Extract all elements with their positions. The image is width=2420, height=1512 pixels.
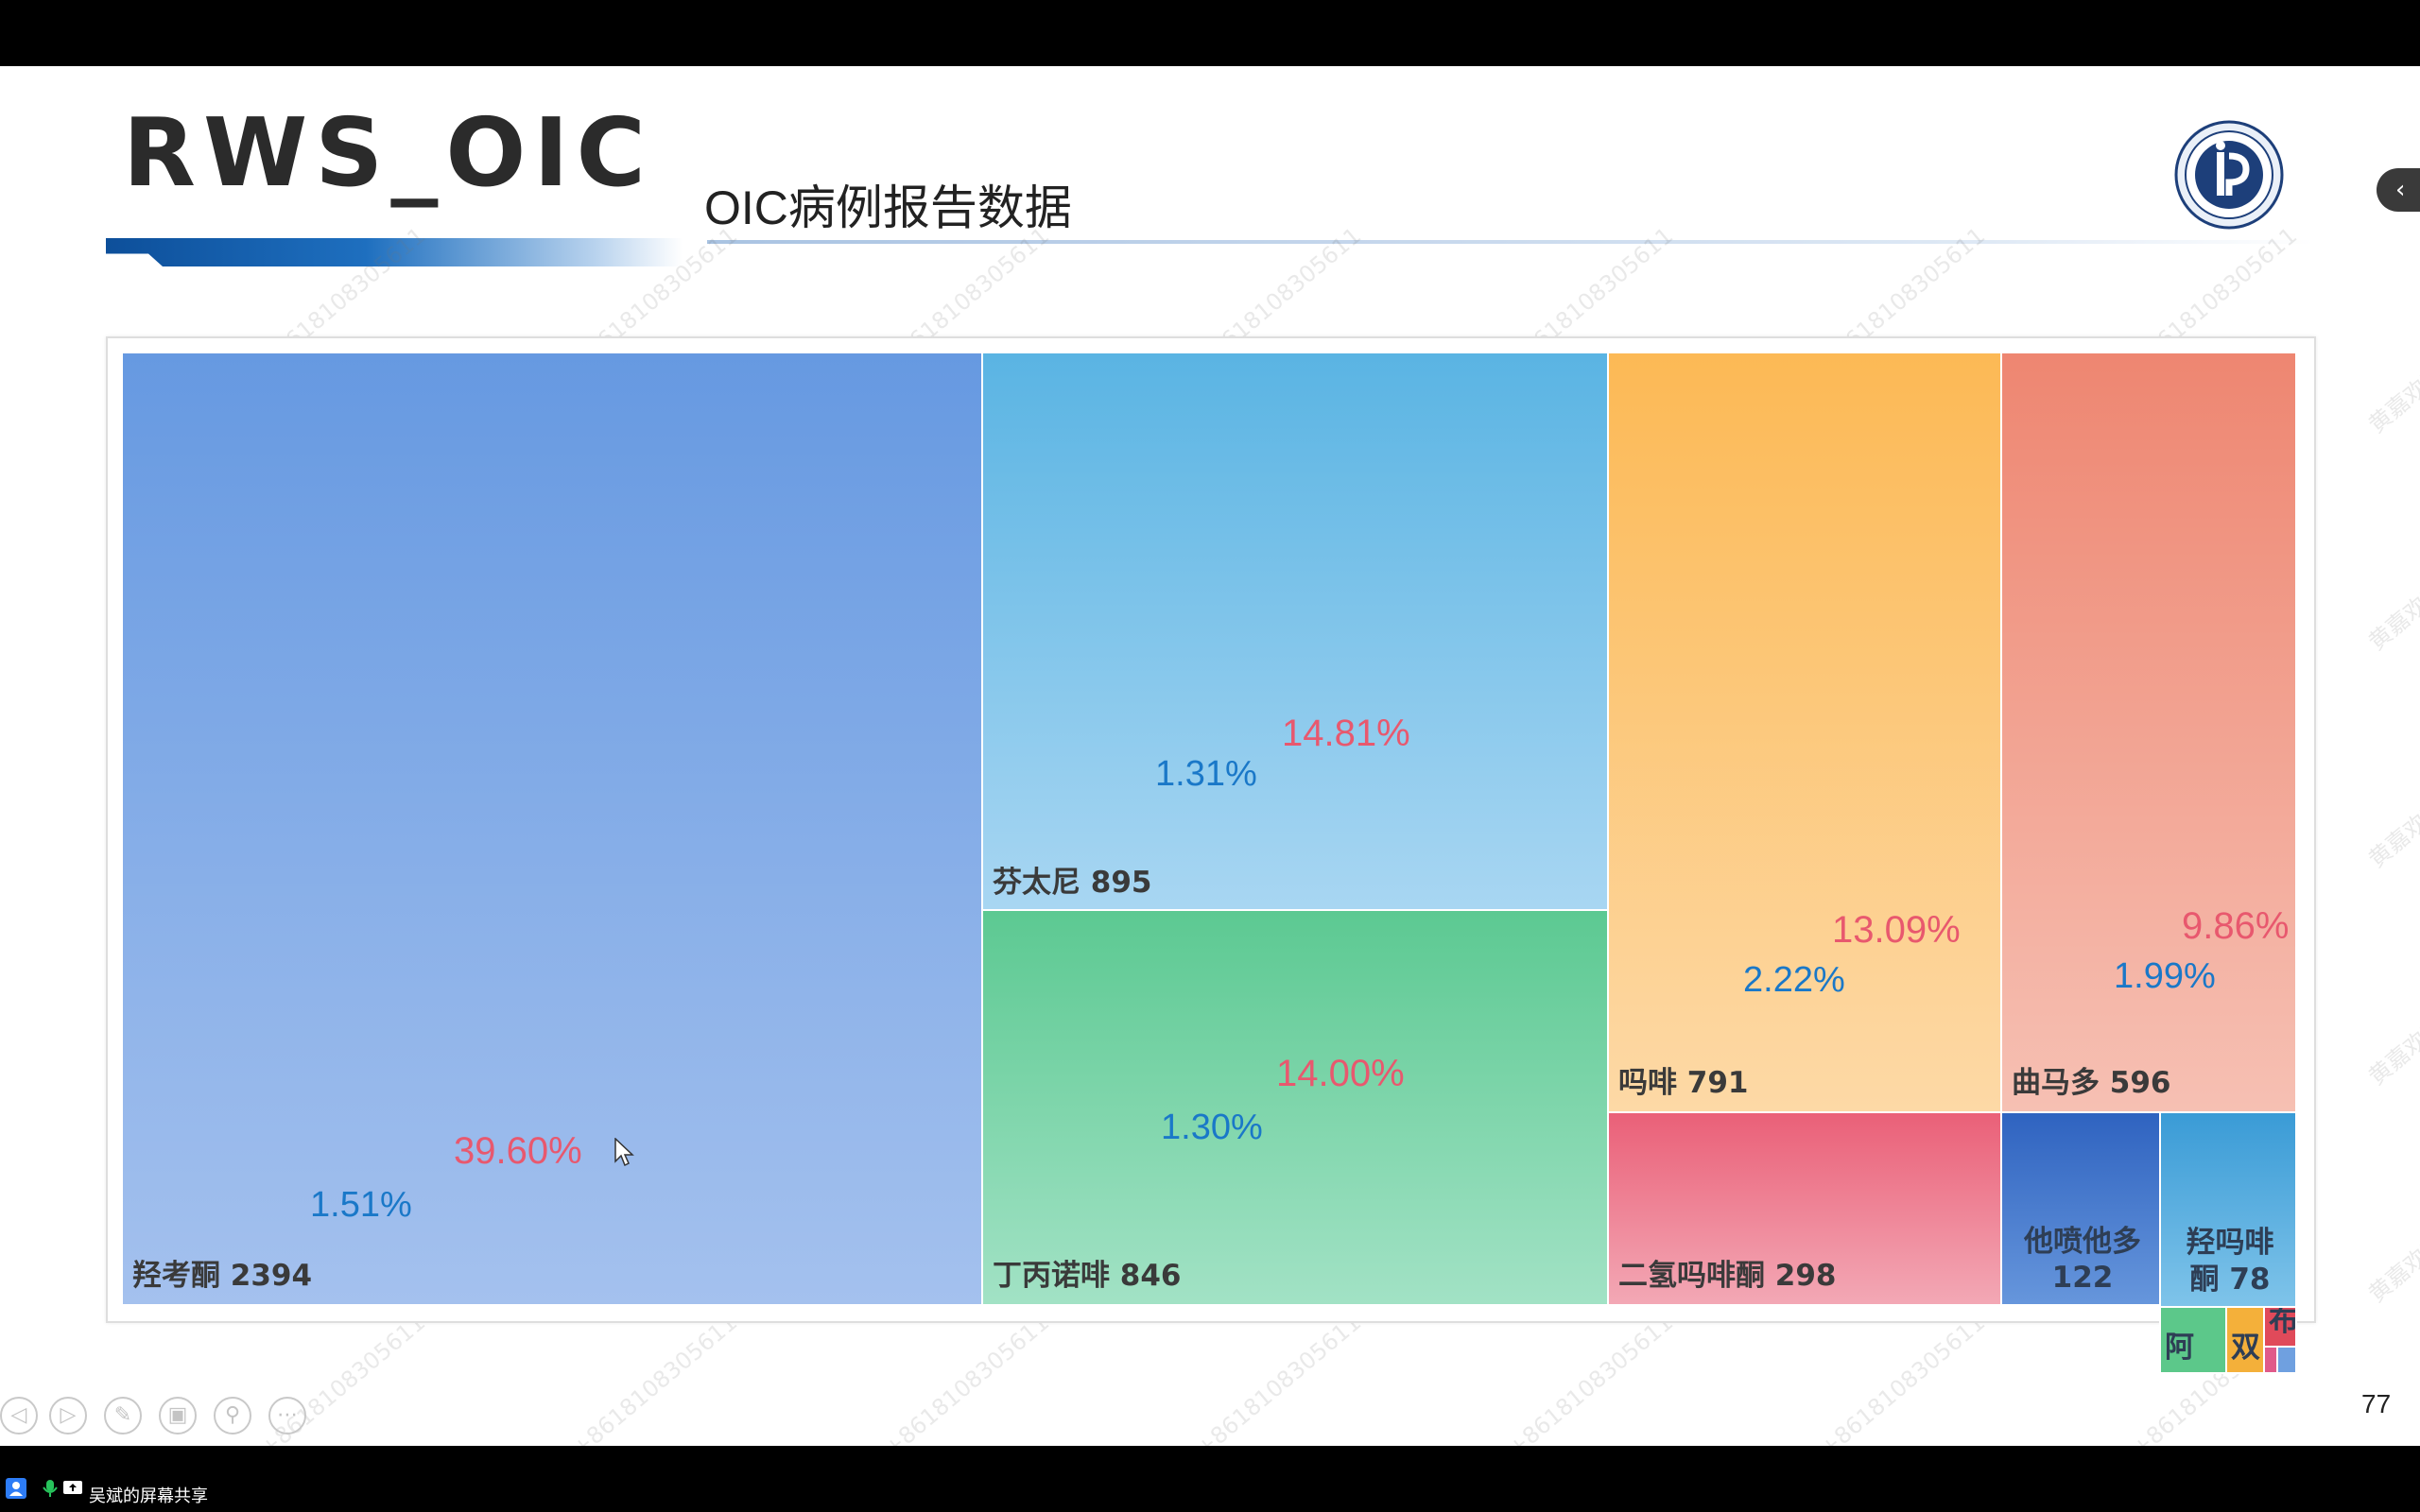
- treemap-tile-oxycodone[interactable]: 羟考酮 2394 39.60% 1.51%: [121, 352, 983, 1306]
- slide-title: RWS_OIC: [123, 97, 653, 208]
- tile-share: 14.81%: [1282, 713, 1410, 754]
- tile-label: 二氢吗啡酮 298: [1618, 1259, 1837, 1294]
- tile-share: 14.00%: [1276, 1053, 1405, 1094]
- top-black-bar: [0, 0, 2420, 66]
- tile-share: 39.60%: [454, 1130, 582, 1172]
- tile-share: 13.09%: [1832, 909, 1961, 951]
- triangle-left-icon: ◁: [10, 1403, 27, 1427]
- next-slide-button[interactable]: ▷: [49, 1397, 87, 1435]
- tile-label: 羟考酮 2394: [132, 1259, 313, 1294]
- participant-icon[interactable]: [6, 1478, 26, 1499]
- screen-share-icon[interactable]: [62, 1478, 83, 1499]
- title-accent-bar: [106, 238, 683, 266]
- tile-label: 他喷他多 122: [2012, 1224, 2153, 1297]
- tile-rate: 2.22%: [1743, 960, 1845, 1000]
- treemap-tiles: 羟考酮 2394 39.60% 1.51% 芬太尼 895 14.81% 1.3…: [0, 66, 2420, 1446]
- tile-label-line2: 酮 78: [2189, 1262, 2271, 1297]
- treemap-tile-a[interactable]: 阿: [2159, 1306, 2227, 1374]
- slides-icon: ▣: [167, 1403, 188, 1427]
- side-panel-toggle[interactable]: ‹: [2377, 168, 2420, 212]
- tile-rate: 1.31%: [1155, 754, 1257, 794]
- treemap-tile-hydromorphone[interactable]: 二氢吗啡酮 298: [1607, 1111, 2002, 1306]
- tile-label: 双: [2231, 1331, 2260, 1366]
- tile-rate: 1.99%: [2114, 956, 2216, 996]
- subtitle-underline: [707, 240, 2314, 244]
- chevron-left-icon: ‹: [2395, 176, 2406, 204]
- tile-label-line1: 他喷他多: [2024, 1224, 2141, 1259]
- tile-rate: 1.30%: [1161, 1108, 1263, 1147]
- tile-share: 9.86%: [2182, 905, 2290, 947]
- organization-logo-icon: [2174, 120, 2284, 230]
- treemap-tile-sliver-2[interactable]: [2276, 1346, 2297, 1374]
- treemap-small-tiles: [0, 66, 2420, 1446]
- treemap-tile-shuang[interactable]: 双: [2225, 1306, 2265, 1374]
- tile-label: 丁丙诺啡 846: [993, 1259, 1182, 1294]
- tile-label: 布: [2269, 1306, 2297, 1339]
- tile-label-line2: 122: [2051, 1261, 2114, 1296]
- treemap-tile-oxymorphone[interactable]: 羟吗啡 酮 78: [2159, 1111, 2297, 1310]
- tile-rate: 1.51%: [310, 1185, 412, 1225]
- more-options-button[interactable]: ⋯: [268, 1397, 306, 1435]
- bottom-black-bar: [0, 1446, 2420, 1512]
- tile-label: 阿: [2165, 1331, 2194, 1366]
- tile-label: 芬太尼 895: [993, 866, 1152, 901]
- treemap-tile-tapentadol[interactable]: 他喷他多 122: [2000, 1111, 2161, 1306]
- triangle-right-icon: ▷: [60, 1403, 77, 1427]
- presentation-slide: RWS_OIC OIC病例报告数据 ‹ 黄嘉欢又 +8618108305611 黄…: [0, 66, 2420, 1446]
- treemap-tile-buprenorphine[interactable]: 丁丙诺啡 846 14.00% 1.30%: [981, 909, 1609, 1306]
- zoom-button[interactable]: ⚲: [214, 1397, 251, 1435]
- mouse-pointer-icon: [614, 1138, 634, 1167]
- slide-subtitle: OIC病例报告数据: [704, 181, 1072, 234]
- treemap-tile-tramadol[interactable]: 曲马多 596 9.86% 1.99%: [2000, 352, 2297, 1113]
- pen-tool-button[interactable]: ✎: [104, 1397, 142, 1435]
- tile-label: 吗啡 791: [1618, 1066, 1749, 1101]
- slide-grid-button[interactable]: ▣: [159, 1397, 197, 1435]
- microphone-icon[interactable]: [40, 1478, 60, 1499]
- screen-share-label: 吴斌的屏幕共享: [89, 1486, 208, 1506]
- tile-label: 曲马多 596: [2012, 1066, 2171, 1101]
- pen-icon: ✎: [113, 1403, 132, 1427]
- prev-slide-button[interactable]: ◁: [0, 1397, 38, 1435]
- treemap-tile-morphine[interactable]: 吗啡 791 13.09% 2.22%: [1607, 352, 2002, 1113]
- magnifier-icon: ⚲: [224, 1403, 241, 1427]
- ellipsis-icon: ⋯: [277, 1403, 298, 1427]
- page-number: 77: [2361, 1389, 2392, 1418]
- tile-label: 羟吗啡 酮 78: [2169, 1225, 2291, 1298]
- tile-label-line1: 羟吗啡: [2186, 1226, 2274, 1260]
